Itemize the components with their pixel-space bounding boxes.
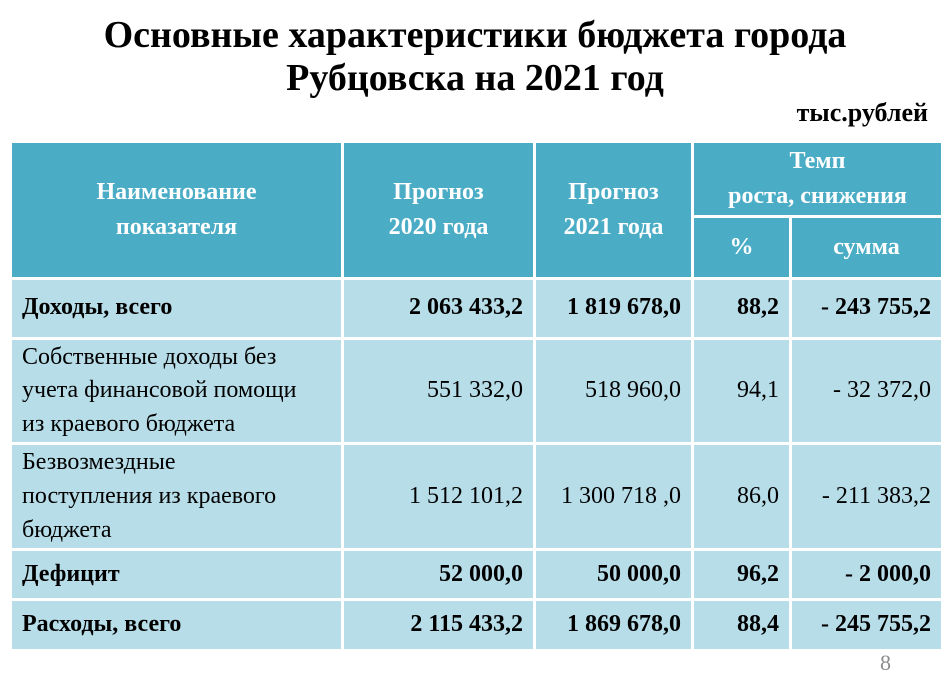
table-row-gratuitous-receipts: Безвозмездные поступления из краевого бю…: [9, 442, 944, 552]
cell-growth-sum: - 211 383,2: [789, 442, 944, 552]
cell-growth-percent: 94,1: [691, 336, 792, 446]
header-growth-percent: %: [691, 214, 792, 280]
cell-growth-percent: 96,2: [691, 548, 792, 602]
cell-indicator-name: Безвозмездные поступления из краевого бю…: [9, 442, 344, 552]
cell-indicator-name: Доходы, всего: [9, 276, 344, 340]
cell-forecast-2021: 50 000,0: [533, 548, 694, 602]
cell-growth-percent: 88,4: [691, 598, 792, 653]
units-label: тыс.рублей: [796, 98, 928, 127]
cell-growth-percent: 88,2: [691, 276, 792, 340]
cell-forecast-2021: 1 300 718 ,0: [533, 442, 694, 552]
cell-forecast-2020: 2 115 433,2: [341, 598, 536, 653]
cell-growth-sum: - 245 755,2: [789, 598, 944, 653]
table-row-expenses-total: Расходы, всего 2 115 433,2 1 869 678,0 8…: [9, 598, 944, 653]
cell-forecast-2020: 52 000,0: [341, 548, 536, 602]
table-row-incomes-total: Доходы, всего 2 063 433,2 1 819 678,0 88…: [9, 276, 944, 340]
cell-indicator-name: Собственные доходы без учета финансовой …: [9, 336, 344, 446]
cell-growth-percent: 86,0: [691, 442, 792, 552]
header-row-sub: % сумма: [11, 214, 944, 280]
cell-forecast-2021: 1 819 678,0: [533, 276, 694, 340]
cell-indicator-name: Расходы, всего: [9, 598, 344, 653]
page-title: Основные характеристики бюджета города Р…: [103, 14, 847, 99]
header-forecast-2021: Прогноз 2021 года: [533, 140, 694, 280]
header-growth-group: Темп роста, снижения: [691, 140, 944, 218]
table-row-own-incomes: Собственные доходы без учета финансовой …: [9, 336, 944, 446]
cell-forecast-2021: 1 869 678,0: [533, 598, 694, 653]
cell-forecast-2020: 551 332,0: [341, 336, 536, 446]
cell-growth-sum: - 2 000,0: [789, 548, 944, 602]
page-number: 8: [880, 650, 891, 675]
header-indicator: Наименование показателя: [9, 140, 344, 280]
table-row-deficit: Дефицит 52 000,0 50 000,0 96,2 - 2 000,0: [9, 548, 944, 602]
cell-indicator-name: Дефицит: [9, 548, 344, 602]
header-row-top: Наименование показателя Прогноз 2020 год…: [9, 140, 944, 280]
cell-forecast-2020: 1 512 101,2: [341, 442, 536, 552]
cell-growth-sum: - 32 372,0: [789, 336, 944, 446]
cell-forecast-2021: 518 960,0: [533, 336, 694, 446]
header-forecast-2020: Прогноз 2020 года: [341, 140, 536, 280]
cell-forecast-2020: 2 063 433,2: [341, 276, 536, 340]
header-growth-sum: сумма: [789, 214, 944, 280]
budget-table: Наименование показателя Прогноз 2020 год…: [9, 140, 944, 653]
cell-growth-sum: - 243 755,2: [789, 276, 944, 340]
